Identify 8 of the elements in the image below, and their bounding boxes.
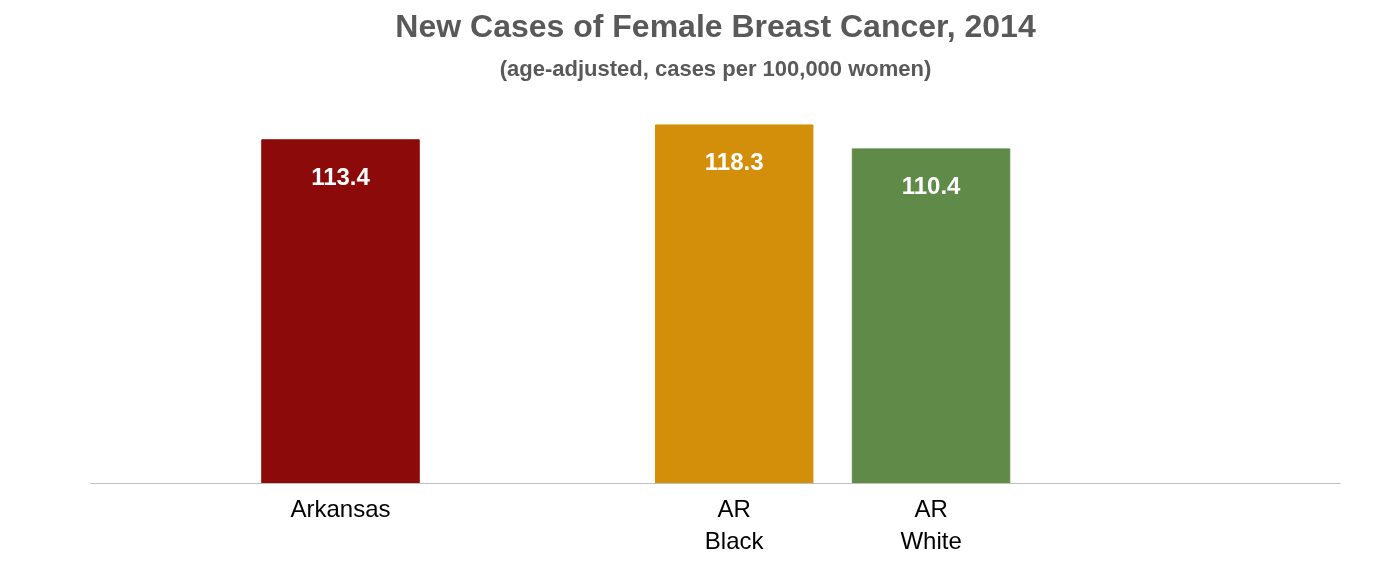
data-label: 118.3 — [704, 147, 764, 175]
x-tick-label: AR White — [900, 494, 962, 554]
data-label: 113.4 — [311, 162, 371, 190]
chart-title: New Cases of Female Breast Cancer, 2014 — [395, 7, 1036, 44]
data-label: 110.4 — [901, 171, 962, 199]
chart-subtitle: (age-adjusted, cases per 100,000 women) — [499, 55, 932, 81]
x-tick-label: Arkansas — [290, 494, 391, 522]
x-tick-label: AR Black — [704, 494, 765, 554]
